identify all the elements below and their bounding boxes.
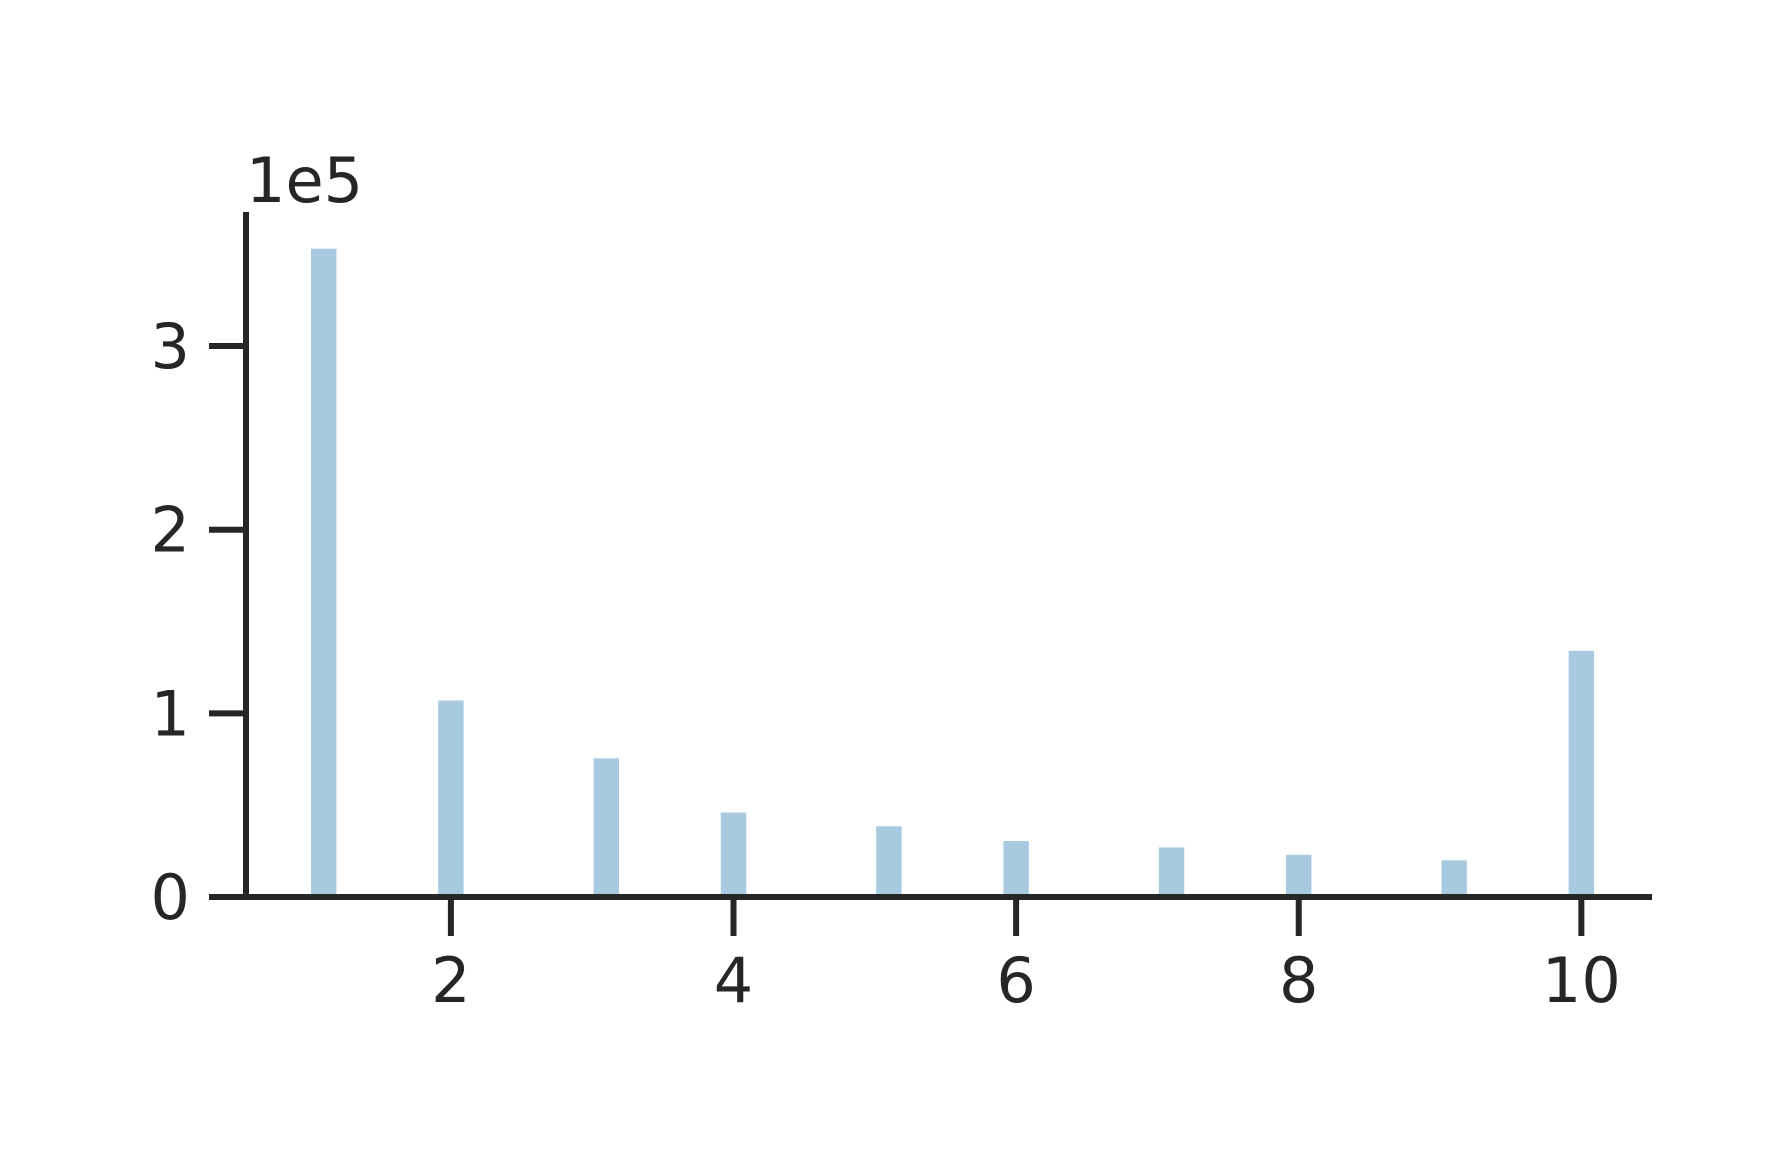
bar — [593, 758, 620, 897]
x-tick-label: 10 — [1542, 944, 1621, 1017]
x-tick-label: 8 — [1279, 944, 1318, 1017]
x-tick-label: 2 — [431, 944, 470, 1017]
y-axis-offset-label: 1e5 — [246, 144, 363, 217]
bar — [438, 700, 464, 897]
bars-layer — [311, 248, 1595, 897]
bar — [1003, 840, 1029, 897]
bar — [1286, 854, 1312, 897]
y-tick-label: 2 — [151, 494, 190, 567]
bar — [720, 812, 747, 897]
bar — [876, 826, 902, 897]
y-tick-label: 0 — [151, 861, 190, 934]
x-tick-label: 4 — [714, 944, 753, 1017]
y-tick-label: 3 — [151, 310, 190, 383]
axes-layer — [209, 212, 1652, 936]
y-tick-label: 1 — [151, 677, 190, 750]
x-tick-label: 6 — [996, 944, 1035, 1017]
bar — [311, 248, 337, 897]
bar — [1441, 860, 1467, 897]
bar — [1568, 650, 1595, 897]
bar — [1158, 847, 1185, 897]
labels-layer: 0 1 2 3 2 4 6 8 10 — [151, 310, 1621, 1017]
